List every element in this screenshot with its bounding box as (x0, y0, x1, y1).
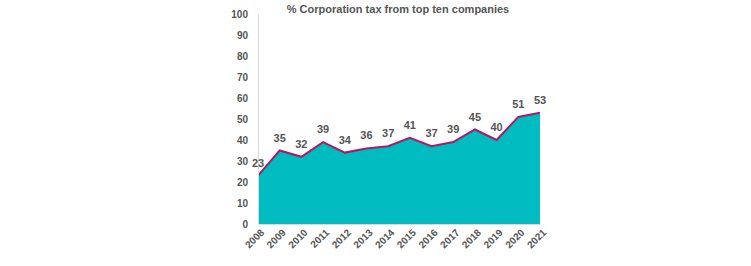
data-label: 53 (534, 94, 546, 106)
y-tick: 60 (237, 93, 258, 104)
x-tick-label: 2016 (416, 227, 440, 251)
data-label: 39 (447, 123, 459, 135)
x-tick-label: 2017 (438, 227, 462, 251)
data-label: 34 (339, 134, 352, 146)
x-tick-label: 2013 (351, 227, 375, 251)
x-tick-label: 2012 (330, 227, 354, 251)
y-tick-label: 0 (242, 219, 248, 230)
data-label: 41 (404, 119, 416, 131)
x-tick: 2019 (481, 224, 505, 250)
data-label: 40 (490, 121, 502, 133)
x-tick-label: 2014 (373, 227, 397, 251)
x-tick: 2017 (438, 224, 462, 250)
x-tick: 2014 (373, 224, 397, 250)
y-tick-label: 60 (237, 93, 249, 104)
x-tick: 2010 (286, 224, 310, 250)
y-tick-label: 40 (237, 135, 249, 146)
data-label: 23 (252, 157, 264, 169)
y-tick-label: 50 (237, 114, 249, 125)
y-tick: 10 (237, 198, 258, 209)
y-tick: 0 (242, 219, 258, 230)
y-tick-label: 100 (231, 9, 248, 20)
x-axis-line (259, 224, 541, 225)
x-tick: 2009 (264, 224, 288, 250)
y-axis: 0 10 20 30 40 50 60 70 80 90 100 (231, 9, 258, 230)
y-tick-label: 20 (237, 177, 249, 188)
x-tick: 2011 (308, 224, 331, 250)
data-label: 45 (469, 111, 481, 123)
x-tick-label: 2019 (481, 227, 505, 251)
x-tick-label: 2015 (395, 227, 419, 251)
plot: 0102030405060708090100200820092010201120… (231, 9, 548, 251)
data-label: 35 (274, 132, 286, 144)
data-label: 37 (425, 127, 437, 139)
y-tick-label: 10 (237, 198, 249, 209)
area (258, 113, 540, 224)
data-label: 32 (295, 138, 307, 150)
y-tick-label: 90 (237, 30, 249, 41)
x-tick: 2013 (351, 224, 375, 250)
x-tick-label: 2021 (525, 227, 549, 251)
y-tick: 20 (237, 177, 258, 188)
title: % Corporation tax from top ten companies (287, 3, 509, 15)
data-labels: 23 35 32 39 34 36 37 41 37 39 45 40 51 53 (252, 94, 546, 169)
y-tick: 100 (231, 9, 258, 20)
x-tick: 2012 (330, 224, 354, 250)
marks (258, 113, 540, 224)
y-tick: 80 (237, 51, 258, 62)
x-tick: 2021 (525, 224, 549, 250)
chart: 0102030405060708090100200820092010201120… (0, 0, 751, 266)
y-tick-label: 30 (237, 156, 249, 167)
x-tick-label: 2011 (308, 227, 331, 250)
x-axis: 2008200920102011201220132014201520162017… (243, 224, 549, 250)
x-tick: 2016 (416, 224, 440, 250)
x-tick-label: 2018 (460, 227, 484, 251)
data-label: 36 (360, 129, 372, 141)
y-tick-label: 80 (237, 51, 249, 62)
x-tick-label: 2009 (264, 227, 288, 251)
y-tick: 50 (237, 114, 258, 125)
y-tick: 70 (237, 72, 258, 83)
y-tick: 40 (237, 135, 258, 146)
y-tick-label: 70 (237, 72, 249, 83)
line (258, 113, 540, 176)
x-tick: 2018 (460, 224, 484, 250)
x-tick-label: 2008 (243, 227, 267, 251)
data-label: 39 (317, 123, 329, 135)
x-tick: 2008 (243, 224, 267, 250)
x-tick: 2020 (503, 224, 527, 250)
data-label: 51 (512, 98, 524, 110)
data-label: 37 (382, 127, 394, 139)
y-tick: 90 (237, 30, 258, 41)
x-tick: 2015 (395, 224, 419, 250)
x-tick-label: 2020 (503, 227, 527, 251)
x-tick-label: 2010 (286, 227, 310, 251)
y-axis-line (258, 15, 259, 225)
